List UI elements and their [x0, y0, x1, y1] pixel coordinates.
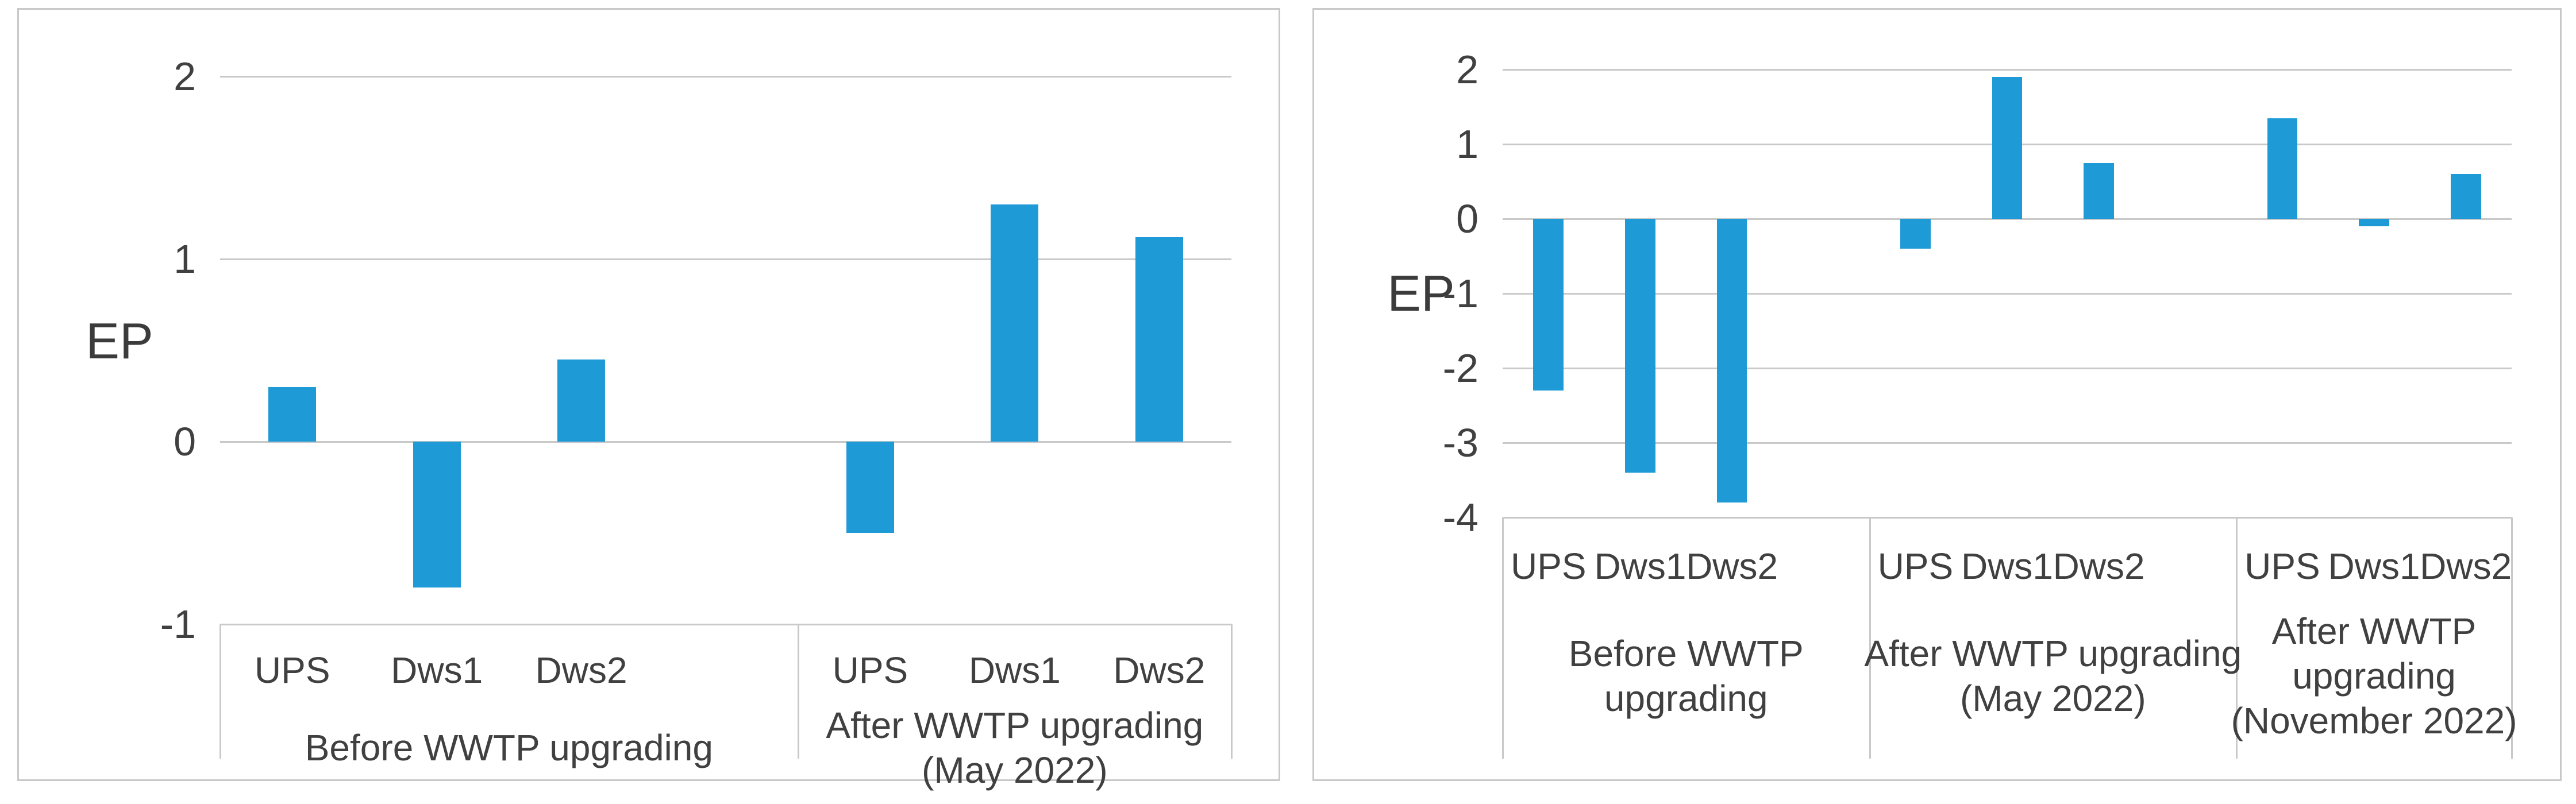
- category-table-left-edge: [220, 624, 221, 759]
- group-label: Before WWTP upgrading: [305, 725, 713, 770]
- group-label-line: upgrading: [2292, 655, 2456, 697]
- y-tick-label: -3: [1442, 420, 1478, 465]
- gridline-y-1: [220, 258, 1231, 260]
- y-tick-label: -1: [1442, 271, 1478, 316]
- gridline-y-0: [1503, 218, 2512, 220]
- group-label: After WWTP upgrading (May 2022): [826, 703, 1203, 793]
- category-group-divider: [2236, 517, 2238, 759]
- category-label-ups: UPS: [254, 650, 330, 691]
- group-label: Before WWTP upgrading: [1569, 631, 1804, 721]
- category-label-ups: UPS: [1877, 546, 1954, 587]
- group-label-line: Before WWTP upgrading: [305, 727, 713, 768]
- y-tick-label: 2: [174, 54, 196, 99]
- group-label-line: Before WWTP: [1568, 633, 1804, 674]
- gridline-y--3: [1503, 442, 2512, 444]
- bar-ups-group2: [846, 442, 894, 533]
- group-label-line: (May 2022): [922, 749, 1108, 791]
- category-label-ups: UPS: [832, 650, 908, 691]
- category-group-divider: [1869, 517, 1871, 759]
- bar-dws2-group1: [557, 359, 606, 442]
- bar-dws1-group3: [2359, 219, 2389, 226]
- bar-dws1-group1: [1625, 219, 1655, 473]
- y-tick-label: -4: [1442, 495, 1478, 540]
- bar-dws1-group2: [991, 204, 1039, 442]
- y-tick-label: 0: [1456, 196, 1478, 241]
- category-table-left-edge: [1502, 517, 1504, 759]
- gridline-y--1: [220, 624, 1231, 625]
- gridline-y--4: [1503, 517, 2512, 519]
- gridline-y--1: [1503, 293, 2512, 295]
- category-label-ups: UPS: [1511, 546, 1587, 587]
- y-axis-title: EP: [1387, 265, 1455, 322]
- gridline-y-2: [220, 76, 1231, 78]
- category-table-right-edge: [1231, 624, 1233, 759]
- chart-panel-before-after-may: EP 2 1 0 -1 UPS Dws1 Dws2 Before WWTP upgrading…: [17, 8, 1280, 791]
- category-label-dws1: Dws1: [2328, 546, 2420, 587]
- gridline-y-2: [1503, 69, 2512, 71]
- bar-dws2-group2: [2084, 163, 2114, 219]
- bar-ups-group1: [1533, 219, 1564, 391]
- category-label-dws2: Dws2: [1686, 546, 1778, 587]
- group-label: After WWTP upgrading (May 2022): [1864, 631, 2242, 721]
- bar-dws2-group3: [2450, 174, 2481, 219]
- gridline-y-0: [220, 441, 1231, 443]
- y-tick-label: 0: [174, 419, 196, 464]
- bar-dws2-group2: [1135, 237, 1183, 442]
- group-label-line: upgrading: [1604, 678, 1768, 719]
- chart-panel-three-periods: EP 2 1 0 -1 -2 -3 -4 UPS Dws1 Dws2 Before WWTP upgr…: [1312, 8, 2562, 781]
- category-label-dws1: Dws1: [391, 650, 483, 691]
- y-tick-label: 1: [174, 237, 196, 281]
- category-label-dws2: Dws2: [2420, 546, 2512, 587]
- group-label-line: (November 2022): [2231, 700, 2517, 741]
- category-label-dws2: Dws2: [1113, 650, 1206, 691]
- category-label-dws1: Dws1: [1594, 546, 1686, 587]
- y-tick-label: 2: [1456, 47, 1478, 92]
- group-label-line: After WWTP upgrading: [1864, 633, 2242, 674]
- bar-ups-group3: [2267, 118, 2298, 219]
- category-table-right-edge: [2511, 517, 2513, 759]
- group-label-line: (May 2022): [1959, 678, 2146, 719]
- bar-dws1-group1: [413, 442, 461, 588]
- y-tick-label: 1: [1456, 122, 1478, 167]
- category-label-dws1: Dws1: [968, 650, 1061, 691]
- y-axis-title: EP: [86, 312, 153, 369]
- group-label-line: After WWTP upgrading: [826, 705, 1204, 746]
- bar-dws1-group2: [1992, 77, 2023, 219]
- group-label: After WWTP upgrading (November 2022): [2231, 609, 2517, 743]
- bar-dws2-group1: [1716, 219, 1747, 502]
- y-tick-label: -1: [160, 602, 196, 647]
- group-label-line: After WWTP: [2271, 610, 2477, 652]
- gridline-y--2: [1503, 368, 2512, 369]
- bar-ups-group1: [268, 386, 317, 442]
- category-label-ups: UPS: [2244, 546, 2320, 587]
- category-label-dws2: Dws2: [2053, 546, 2145, 587]
- y-tick-label: -2: [1442, 346, 1478, 391]
- bar-ups-group2: [1900, 219, 1931, 249]
- category-group-divider: [797, 624, 799, 759]
- category-label-dws2: Dws2: [535, 650, 627, 691]
- category-label-dws1: Dws1: [1961, 546, 2054, 587]
